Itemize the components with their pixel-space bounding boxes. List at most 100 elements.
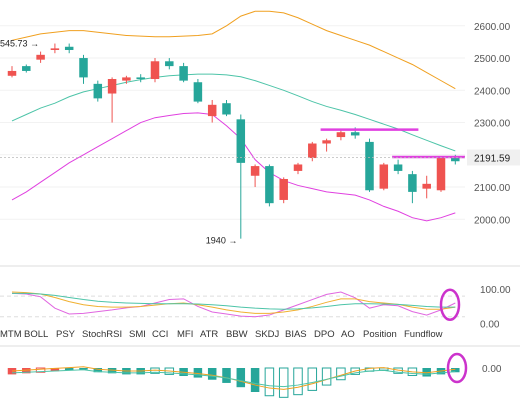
indicator-tab[interactable]: SMI (129, 329, 146, 340)
candle (193, 79, 203, 104)
histogram-bar (193, 368, 203, 378)
candle-body (336, 132, 346, 138)
histogram-bar (451, 368, 460, 373)
indicator-tab[interactable]: MTM (0, 329, 22, 340)
indicator-tab[interactable]: Position (363, 329, 397, 340)
histogram-bar (264, 367, 275, 397)
histogram-zero-label: 0.00 (482, 364, 502, 375)
candle-body (207, 104, 217, 117)
candle-body (265, 166, 274, 204)
candle (422, 175, 431, 199)
candle-body (408, 174, 417, 192)
candle (136, 74, 145, 83)
indicator-tab[interactable]: ATR (200, 329, 218, 340)
indicator-tab[interactable]: BIAS (285, 329, 307, 340)
upper-band-line (11, 10, 456, 90)
candle-body (279, 178, 288, 200)
indicator-tab[interactable]: BOLL (24, 329, 48, 340)
histogram-bar (278, 367, 289, 398)
candle-body (236, 119, 246, 163)
indicator-tab[interactable]: SKDJ (255, 329, 280, 340)
annotation-high: 545.73 → (0, 38, 39, 48)
candle (207, 99, 217, 123)
candle-body (136, 77, 145, 80)
candle (179, 62, 188, 83)
candle (122, 75, 131, 84)
indicator-tab[interactable]: DPO (314, 329, 335, 340)
candle-body (93, 83, 103, 99)
candle (308, 141, 317, 162)
candle (250, 164, 260, 188)
candle (107, 77, 117, 123)
candle (279, 177, 288, 204)
candle (393, 159, 403, 175)
candle-body (365, 141, 374, 191)
oscillator-panel: 100.00 0.00 (0, 285, 511, 331)
histogram-bar (107, 368, 117, 374)
oscillator-line (12, 292, 456, 310)
candle-body (451, 158, 460, 162)
candle (36, 51, 45, 63)
highlight-circle (446, 352, 468, 384)
indicator-tab[interactable]: StochRSI (82, 329, 122, 340)
price-tick-label: 2300.00 (474, 119, 511, 130)
candle-body (250, 166, 260, 176)
indicator-tab[interactable]: MFI (177, 329, 193, 340)
oscillator-tick-label: 100.00 (480, 285, 511, 296)
candle-body (193, 82, 203, 102)
middle-band-line (11, 73, 456, 152)
candle (436, 156, 446, 192)
candle-body (179, 66, 188, 81)
histogram-bar (7, 368, 17, 375)
indicator-tab[interactable]: CCI (152, 329, 168, 340)
candles (7, 43, 460, 239)
candle-body (293, 164, 303, 171)
indicator-tab[interactable]: AO (341, 329, 355, 340)
candle (379, 162, 389, 191)
histogram-bar (79, 368, 88, 370)
candle (50, 43, 60, 54)
histogram-signal-line (11, 369, 456, 388)
histogram-bar (307, 367, 318, 391)
lower-band-line (11, 112, 456, 222)
histogram-panel: 0.00 (7, 364, 502, 398)
histogram-bar (293, 367, 303, 396)
indicator-tab[interactable]: PSY (56, 329, 76, 340)
candle-body (436, 158, 446, 191)
candle-body (64, 46, 74, 50)
candle-body (122, 77, 131, 81)
oscillator-line (11, 291, 456, 314)
histogram-bar (93, 368, 103, 373)
candle (93, 80, 103, 102)
indicator-tab[interactable]: BBW (226, 329, 248, 340)
oscillator-line (11, 291, 456, 318)
candle (165, 58, 174, 70)
price-tick-label: 2400.00 (474, 86, 511, 97)
price-axis: 2600.002500.002400.002300.002200.002100.… (0, 22, 520, 226)
resistance-lines (320, 128, 465, 159)
candle (150, 58, 160, 83)
candle-body (422, 183, 431, 189)
candle-body (107, 79, 117, 94)
price-tick-label: 2100.00 (474, 183, 511, 194)
candle (322, 138, 331, 152)
main-lines (11, 10, 456, 222)
candle-body (22, 66, 31, 71)
candle (336, 130, 346, 141)
candle (22, 64, 31, 73)
candle-body (150, 61, 160, 80)
histogram-bar (321, 367, 332, 386)
candle-body (165, 61, 174, 67)
candle-body (222, 103, 231, 115)
candle-body (322, 140, 331, 144)
candle (64, 43, 74, 54)
oscillator-tick-label: 0.00 (480, 320, 500, 331)
histogram-bar (22, 368, 31, 374)
candle-body (393, 164, 403, 171)
candle-body (79, 58, 88, 78)
indicator-tab[interactable]: Fundflow (404, 329, 443, 340)
candle-body (36, 54, 45, 60)
candle-body (50, 48, 60, 50)
histogram-bar (222, 368, 231, 383)
